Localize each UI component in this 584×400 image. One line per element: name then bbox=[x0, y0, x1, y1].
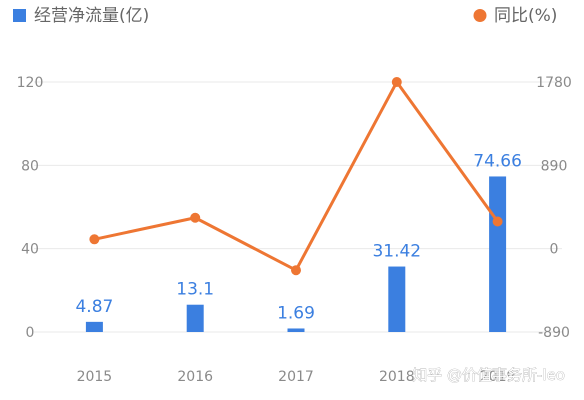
bar bbox=[489, 176, 507, 332]
line-point bbox=[190, 212, 201, 223]
line-point bbox=[291, 265, 301, 276]
line-point bbox=[89, 234, 100, 245]
bar-data-label: 74.66 bbox=[473, 151, 522, 171]
gridlines bbox=[34, 81, 562, 333]
bar-data-label: 31.42 bbox=[372, 242, 421, 262]
x-tick-label: 2015 bbox=[77, 369, 113, 385]
y-left-tick-label: 80 bbox=[21, 158, 39, 174]
bar-data-label: 13.1 bbox=[176, 280, 214, 300]
bar-data-label: 4.87 bbox=[75, 297, 113, 317]
line-path bbox=[94, 80, 499, 272]
legend-bar-swatch bbox=[13, 9, 26, 22]
line-point bbox=[391, 77, 402, 87]
y-left-tick-label: 120 bbox=[17, 75, 44, 91]
x-tick-label: 2019 bbox=[480, 369, 516, 385]
y-left-tick-label: 40 bbox=[21, 242, 39, 258]
legend-line-swatch bbox=[473, 9, 487, 22]
y-left-tick-label: 0 bbox=[26, 325, 35, 341]
legend: 经营净流量(亿) 同比(%) bbox=[13, 6, 557, 26]
x-tick-label: 2018 bbox=[379, 369, 415, 385]
legend-bar-label: 经营净流量(亿) bbox=[34, 6, 149, 26]
x-tick-label: 2016 bbox=[177, 369, 213, 385]
axis-ticks: 0 40 80 120 -890 0 890 1780 2015 2016 2017 2018 2019 bbox=[17, 75, 572, 385]
y-right-tick-label: 1780 bbox=[536, 75, 572, 91]
line-series bbox=[89, 77, 503, 276]
bar bbox=[388, 266, 406, 332]
bar bbox=[287, 328, 305, 332]
bar bbox=[85, 321, 103, 332]
y-right-tick-label: -890 bbox=[538, 325, 570, 341]
y-right-tick-label: 890 bbox=[541, 158, 568, 174]
bar-data-label: 1.69 bbox=[277, 303, 315, 323]
watermark: 知乎 @价值事务所-leo bbox=[412, 366, 565, 384]
data-labels: 4.87 13.1 1.69 31.42 74.66 bbox=[75, 151, 521, 323]
x-tick-label: 2017 bbox=[278, 369, 314, 385]
bar bbox=[186, 304, 204, 332]
line-point bbox=[492, 216, 503, 227]
y-right-tick-label: 0 bbox=[550, 242, 559, 258]
legend-line-label: 同比(%) bbox=[494, 6, 557, 26]
